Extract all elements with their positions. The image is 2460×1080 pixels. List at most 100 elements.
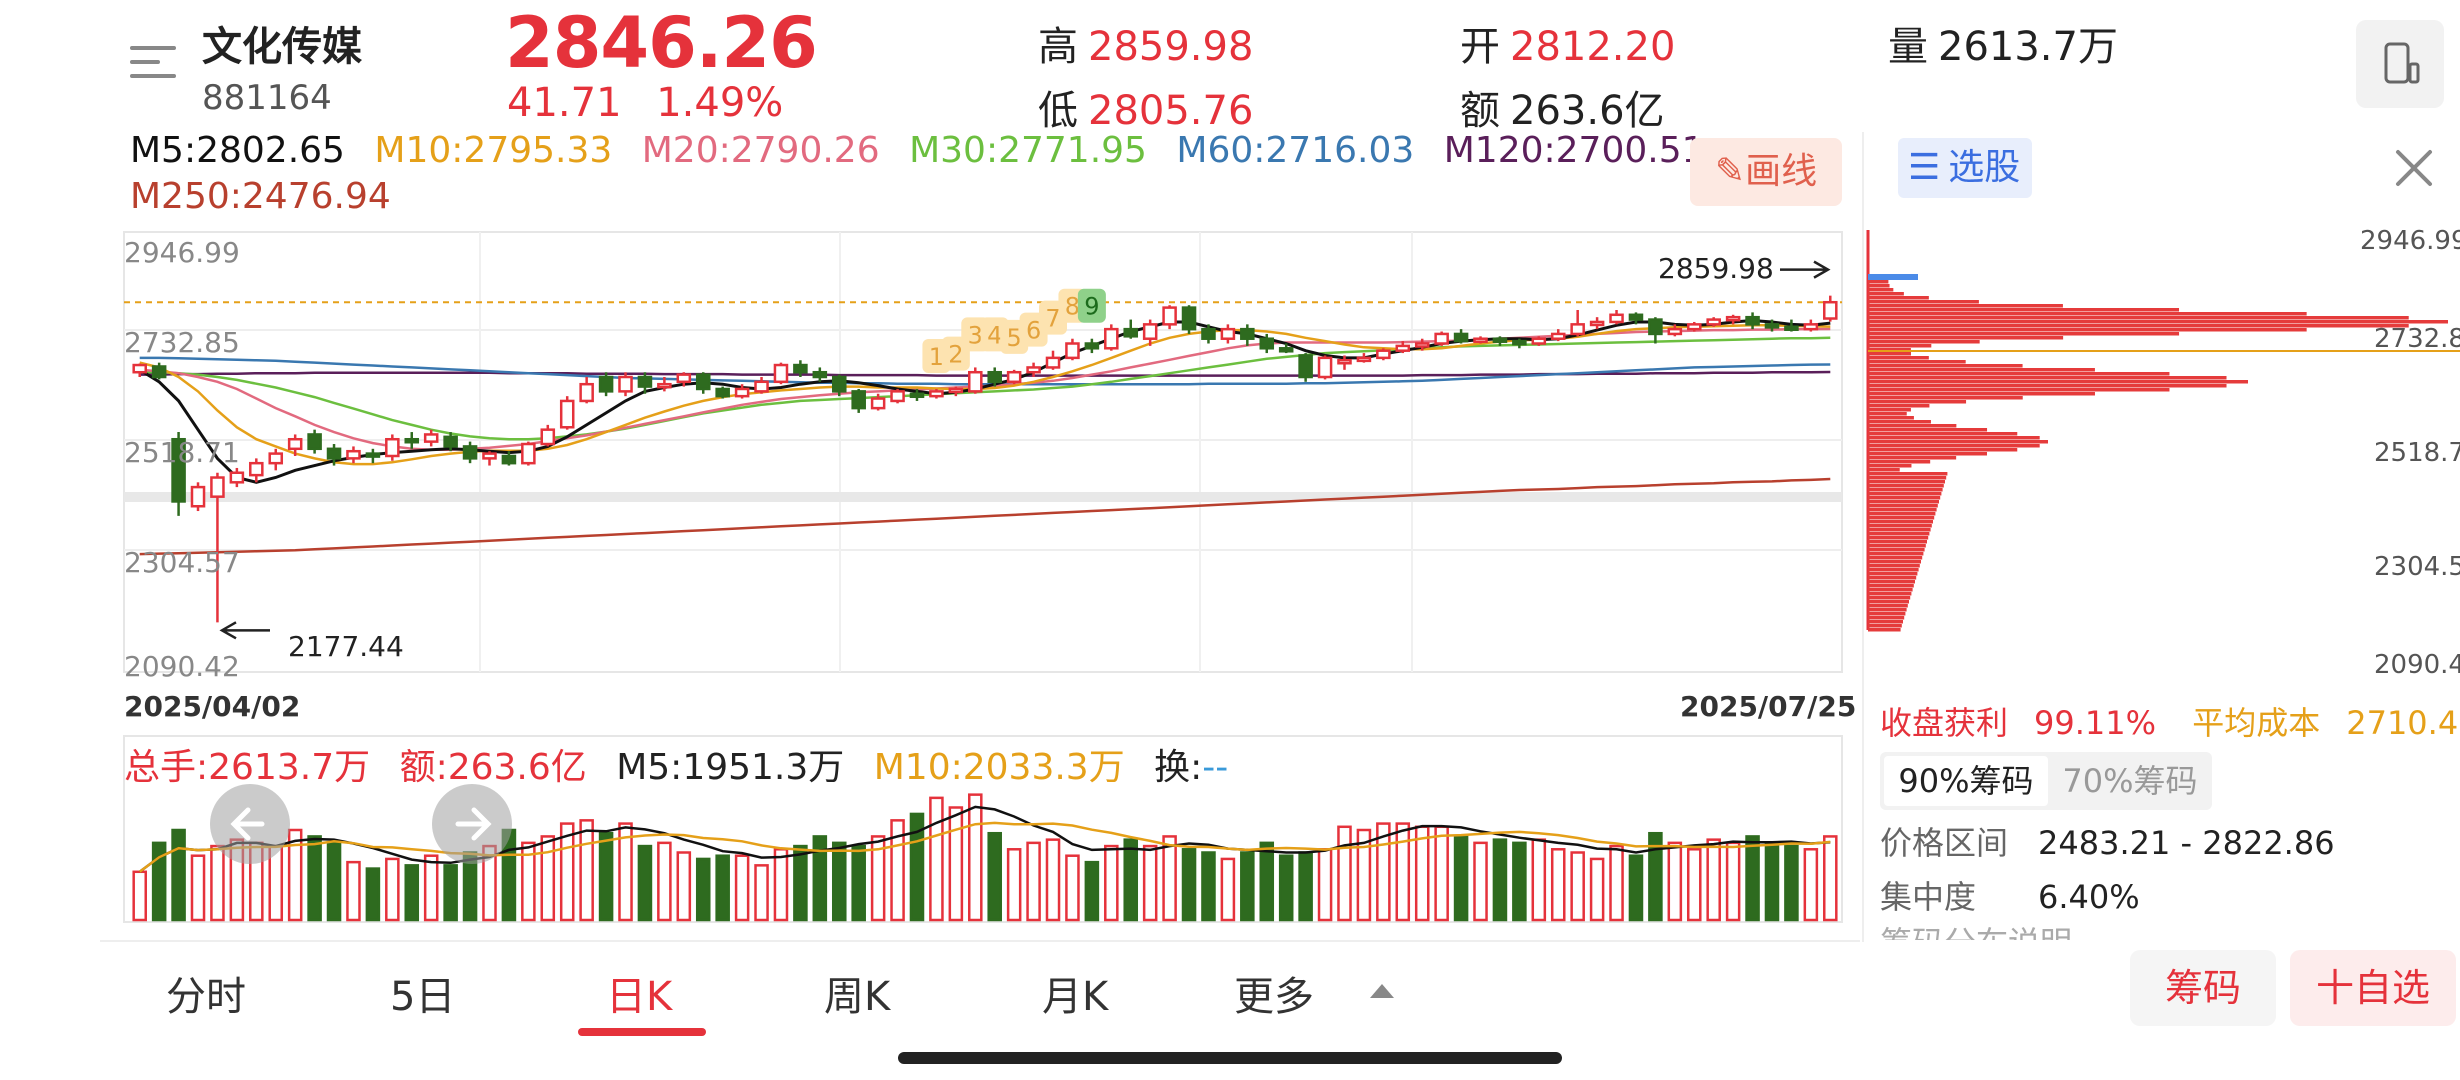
chip-ratio-switch[interactable]: 90%筹码 70%筹码 bbox=[1880, 752, 2212, 810]
volume-bar bbox=[171, 828, 186, 922]
chip-bar bbox=[1868, 624, 1902, 628]
volume-bar bbox=[1764, 841, 1780, 922]
candle bbox=[1278, 347, 1294, 353]
ma60-line bbox=[139, 356, 1831, 386]
chip-bar bbox=[1868, 524, 1932, 528]
chip-bar bbox=[1868, 360, 1966, 364]
volume-bar bbox=[598, 831, 614, 922]
candle bbox=[1725, 315, 1741, 322]
chip-90-option[interactable]: 90%筹码 bbox=[1884, 756, 2048, 806]
chip-bar bbox=[1868, 484, 1944, 488]
candle bbox=[968, 370, 983, 393]
amount-label: 额 bbox=[1460, 88, 1500, 134]
chip-bar bbox=[1868, 616, 1905, 620]
volume-bar bbox=[676, 851, 692, 922]
ma250-label: M250:2476.94 bbox=[130, 176, 391, 217]
chip-bar bbox=[1868, 564, 1920, 568]
candle bbox=[1142, 323, 1158, 340]
menu-icon[interactable] bbox=[130, 42, 176, 82]
candle bbox=[793, 363, 808, 374]
side-axis-label: 2518.71 bbox=[2374, 438, 2460, 468]
volume-bar bbox=[637, 844, 653, 922]
chip-bar bbox=[1868, 400, 1967, 404]
ma60-label: M60:2716.03 bbox=[1176, 130, 1415, 171]
volume-ma10-line bbox=[138, 821, 1831, 873]
chip-bar bbox=[1868, 464, 1912, 468]
volume-bar bbox=[618, 822, 633, 922]
volume-bar bbox=[734, 854, 750, 922]
tab-weekly-k[interactable]: 周K bbox=[824, 974, 891, 1020]
landscape-toggle-button[interactable] bbox=[2356, 20, 2444, 108]
ma250-row: M250:2476.94 bbox=[130, 176, 391, 217]
draw-line-button[interactable]: ✎画线 bbox=[1690, 138, 1842, 206]
chip-bar bbox=[1868, 372, 2170, 376]
volume-bar bbox=[1065, 854, 1080, 922]
amount-value: 263.6亿 bbox=[1510, 88, 1665, 134]
candle bbox=[579, 382, 594, 403]
stock-pick-tag[interactable]: ☰ 选股 bbox=[1898, 138, 2032, 198]
arrow-left-icon bbox=[230, 807, 265, 841]
stock-code: 881164 bbox=[202, 78, 332, 118]
nine-turn-number: 5 bbox=[1007, 324, 1022, 352]
candle bbox=[1512, 339, 1527, 346]
kline-chart[interactable]: 1 23 4 5 6 7 8 9 bbox=[0, 0, 1850, 940]
volume-bar bbox=[1784, 844, 1799, 922]
volume-bar bbox=[1686, 848, 1702, 922]
chip-bar bbox=[1868, 284, 1890, 288]
volume-bar bbox=[132, 870, 147, 922]
caret-up-icon[interactable] bbox=[1368, 980, 1396, 1002]
tab-intraday[interactable]: 分时 bbox=[166, 974, 246, 1020]
prev-arrow-button[interactable] bbox=[210, 784, 290, 864]
high-value: 2859.98 bbox=[1088, 24, 1254, 70]
tab-monthly-k[interactable]: 月K bbox=[1042, 974, 1109, 1020]
chip-70-option[interactable]: 70%筹码 bbox=[2062, 762, 2198, 800]
chip-bar bbox=[1868, 468, 1900, 472]
chip-bar bbox=[1868, 448, 2018, 452]
volume-bar bbox=[1453, 835, 1469, 922]
candle bbox=[1706, 318, 1721, 326]
side-axis-label: 2304.57 bbox=[2374, 552, 2460, 582]
kline-frame bbox=[123, 231, 1843, 673]
nine-turn-number: 2 bbox=[948, 341, 963, 369]
volume-bar bbox=[1123, 838, 1139, 922]
next-arrow-button[interactable] bbox=[432, 784, 512, 864]
chip-bar bbox=[1868, 328, 2307, 332]
candle bbox=[346, 449, 361, 460]
stock-name: 文化传媒 bbox=[202, 24, 362, 70]
list-icon: ☰ bbox=[1908, 147, 1941, 188]
volume-bar bbox=[831, 841, 847, 922]
tab-daily-k[interactable]: 日K bbox=[606, 974, 673, 1020]
concentration-stat: 集中度 6.40% bbox=[1880, 872, 2140, 918]
close-icon[interactable] bbox=[2392, 146, 2436, 190]
chip-bar bbox=[1868, 440, 2049, 444]
candle bbox=[1764, 323, 1780, 329]
chip-bar bbox=[1868, 508, 1937, 512]
tab-5day[interactable]: 5日 bbox=[390, 974, 456, 1020]
chip-bar bbox=[1868, 572, 1918, 576]
chip-bar bbox=[1868, 500, 1939, 504]
chip-bar bbox=[1868, 580, 1915, 584]
candle bbox=[1376, 349, 1391, 360]
candle bbox=[734, 387, 750, 398]
price-change: 41.71 1.49% bbox=[507, 80, 783, 126]
candle bbox=[1065, 342, 1080, 360]
chip-bar bbox=[1868, 340, 1980, 344]
volume-bar bbox=[1395, 822, 1411, 922]
range-value: 2483.21 - 2822.86 bbox=[2038, 824, 2335, 862]
candle bbox=[1492, 337, 1508, 343]
tab-more[interactable]: 更多 bbox=[1234, 974, 1314, 1020]
volume-bar bbox=[346, 860, 361, 922]
chip-bar bbox=[1868, 472, 1948, 476]
volume-bar bbox=[1376, 822, 1391, 922]
candle bbox=[1803, 323, 1819, 331]
chip-bar bbox=[1868, 596, 1911, 600]
volume-bar bbox=[326, 841, 342, 922]
chips-button[interactable]: 筹码 bbox=[2130, 950, 2276, 1026]
candle bbox=[307, 433, 322, 451]
volume-bar bbox=[1531, 838, 1547, 922]
price-axis-label: 2732.85 bbox=[124, 326, 240, 359]
chip-bar bbox=[1868, 548, 1925, 552]
nine-turn-number: 4 bbox=[987, 321, 1002, 349]
chip-explain-link[interactable]: 筹码分布说明 bbox=[1880, 924, 2300, 940]
add-watchlist-button[interactable]: 十自选 bbox=[2290, 950, 2456, 1026]
